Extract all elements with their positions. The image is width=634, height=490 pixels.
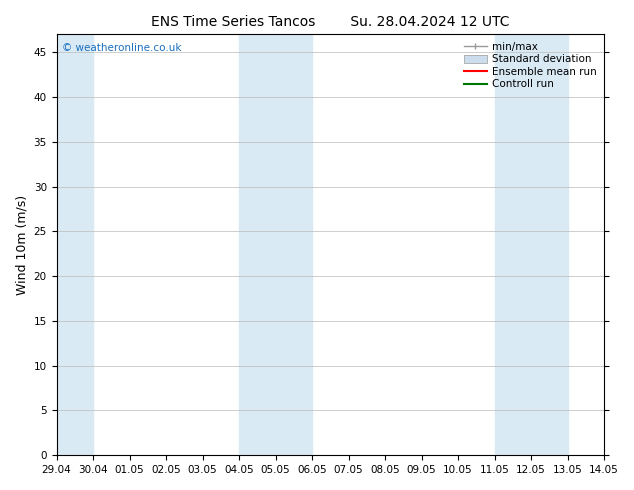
Bar: [56, 34, 93, 455]
Bar: [239, 34, 312, 455]
Y-axis label: Wind 10m (m/s): Wind 10m (m/s): [15, 195, 28, 295]
Bar: [495, 34, 567, 455]
Legend: min/max, Standard deviation, Ensemble mean run, Controll run: min/max, Standard deviation, Ensemble me…: [462, 40, 599, 92]
Text: © weatheronline.co.uk: © weatheronline.co.uk: [62, 43, 181, 53]
Title: ENS Time Series Tancos        Su. 28.04.2024 12 UTC: ENS Time Series Tancos Su. 28.04.2024 12…: [151, 15, 510, 29]
